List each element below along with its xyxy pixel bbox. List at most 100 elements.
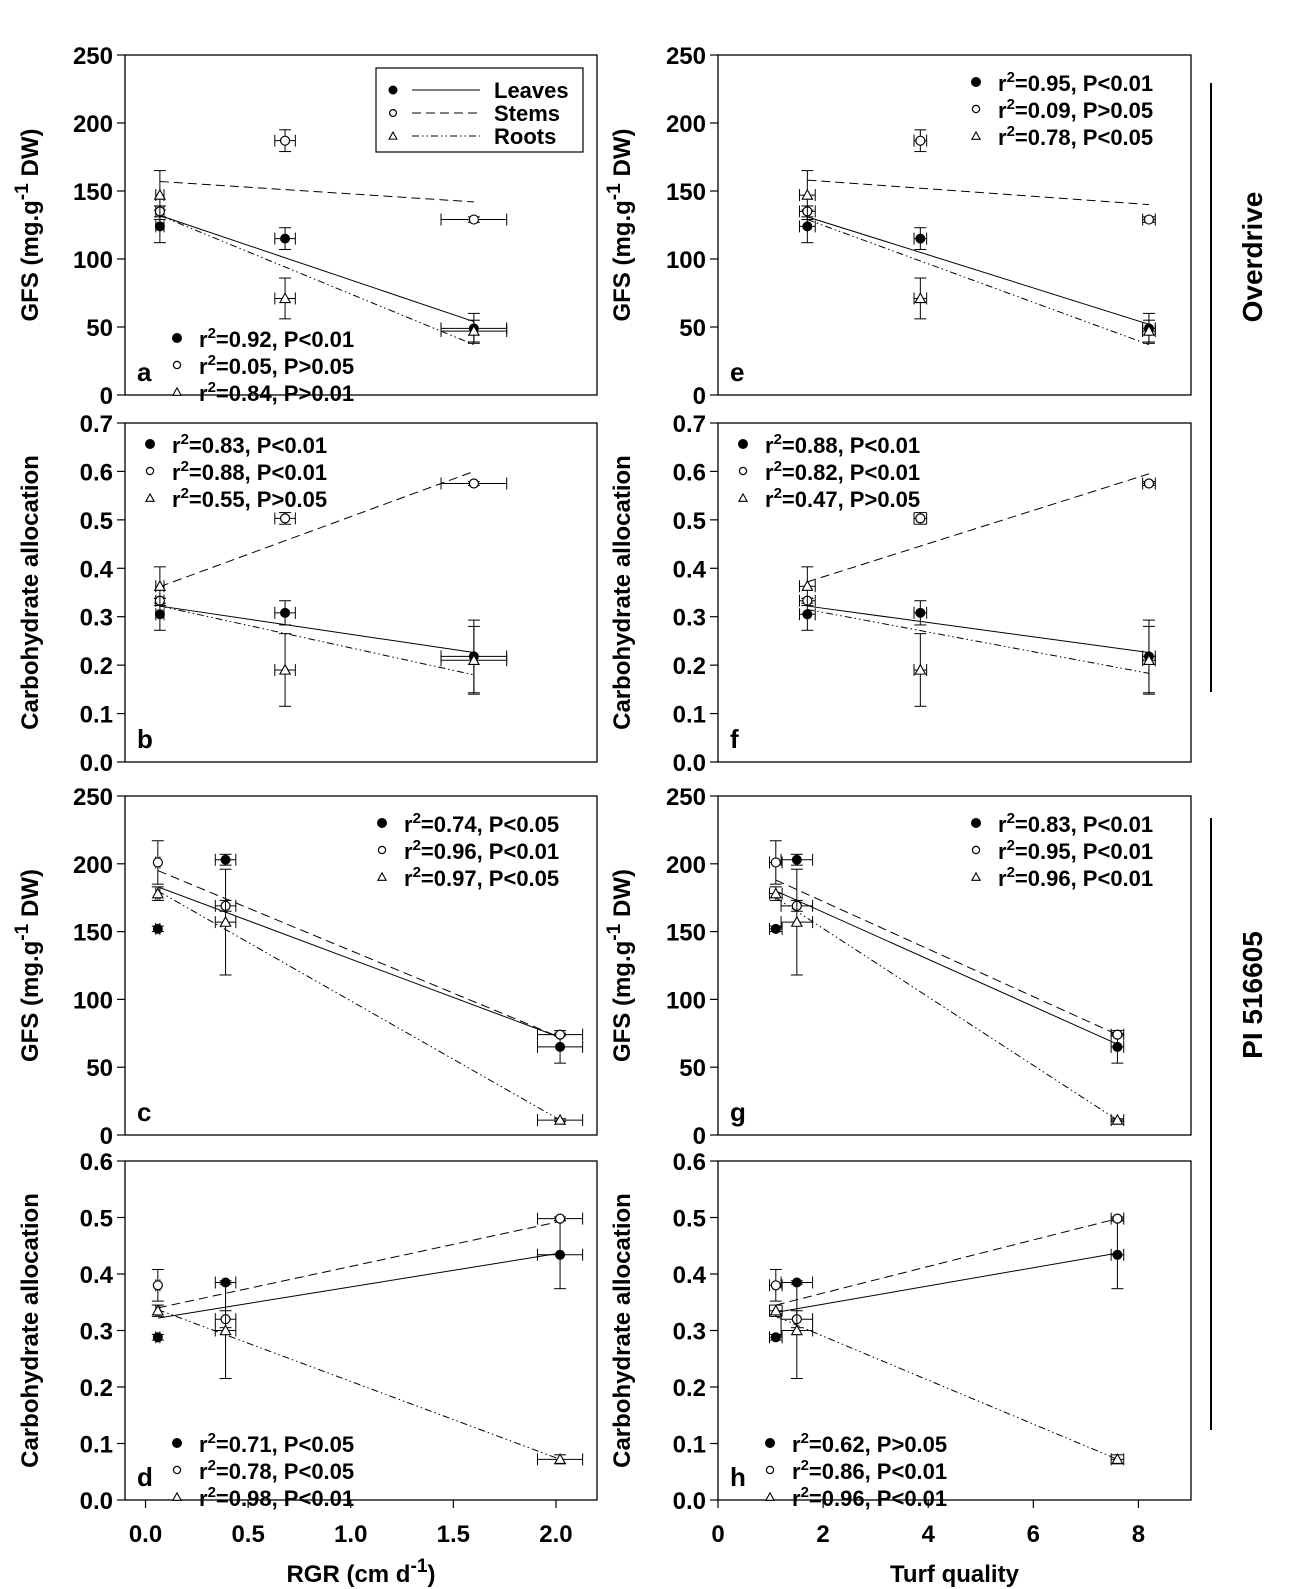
- stat-sup: 2: [801, 1457, 809, 1474]
- y-tick-label: 0.0: [80, 1488, 113, 1515]
- y-tick-label: 150: [73, 179, 113, 206]
- marker-open-triangle: [153, 579, 166, 591]
- marker-open-triangle: [769, 1304, 782, 1316]
- x-axis-title-end: ): [428, 1561, 436, 1588]
- stat-label: r2=0.95, P<0.01: [998, 837, 1153, 864]
- y-axis-title-main: Carbohydrate allocation: [17, 455, 44, 730]
- panel-letter: f: [730, 724, 739, 754]
- stat-sup: 2: [1007, 96, 1015, 113]
- y-tick-label: 0.1: [80, 702, 113, 729]
- y-tick-label: 0.4: [80, 1262, 114, 1289]
- y-tick-label: 0.0: [673, 1488, 706, 1515]
- stat-value: =0.62, P>0.05: [809, 1432, 947, 1457]
- y-axis-title: Carbohydrate allocation: [17, 455, 44, 730]
- x-axis-title-main: Turf quality: [890, 1561, 1020, 1588]
- marker-open-circle: [279, 513, 291, 524]
- marker-filled-circle: [145, 439, 155, 449]
- series-stems: [151, 1212, 584, 1329]
- stat-r: r: [199, 327, 208, 352]
- marker-open-circle: [765, 1465, 775, 1475]
- marker-open-circle: [145, 466, 155, 476]
- marker-open-triangle: [801, 188, 814, 200]
- plot-frame: [124, 1160, 598, 1501]
- panel-letter: c: [137, 1097, 151, 1127]
- stat-sup: 2: [181, 485, 189, 502]
- marker-open-triangle: [278, 292, 292, 304]
- marker-open-circle: [1143, 214, 1155, 225]
- panel-f: 0.0 0.1 0.2 0.3 0.4 0.5 0.6 0.7 Carbohydrate all…: [609, 411, 1192, 777]
- panel-d: 0.0 0.1 0.2 0.3 0.4 0.5 0.6 Carbohydrate alloca…: [17, 1149, 598, 1588]
- y-axis-title: GFS (mg.g-1 DW): [604, 869, 636, 1062]
- stat-sup: 2: [413, 837, 421, 854]
- stat-r: r: [172, 487, 181, 512]
- stat-value: =0.71, P<0.05: [216, 1432, 354, 1457]
- marker-open-triangle: [801, 579, 814, 591]
- marker-open-circle: [1112, 1029, 1123, 1040]
- y-tick-label: 50: [86, 1055, 113, 1082]
- series-leaves: [151, 853, 584, 1064]
- stat-r: r: [172, 433, 181, 458]
- y-tick-label: 250: [666, 43, 706, 70]
- marker-filled-circle: [172, 333, 182, 343]
- y-tick-label: 0.2: [80, 1375, 113, 1402]
- y-axis-title: GFS (mg.g-1 DW): [604, 128, 636, 321]
- fit-line-roots: [157, 890, 561, 1121]
- stat-label: r2=0.96, P<0.01: [998, 864, 1153, 891]
- stat-r: r: [998, 71, 1007, 96]
- stat-value: =0.97, P<0.05: [421, 866, 559, 891]
- stat-value: =0.09, P>0.05: [1015, 98, 1153, 123]
- y-tick-label: 250: [73, 784, 113, 811]
- stat-label: r2=0.88, P<0.01: [172, 458, 327, 485]
- y-tick-label: 0.0: [673, 750, 706, 777]
- y-tick-label: 0.0: [80, 750, 113, 777]
- marker-filled-circle: [1112, 1249, 1123, 1260]
- stat-value: =0.88, P<0.01: [782, 433, 920, 458]
- y-tick-label: 0.5: [673, 508, 706, 535]
- fit-line-stems: [157, 1220, 561, 1309]
- marker-open-triangle: [769, 887, 782, 899]
- panel-letter: h: [730, 1462, 746, 1492]
- marker-filled-circle: [555, 1249, 566, 1260]
- y-tick-label: 0: [693, 1123, 706, 1150]
- fit-line-stems: [807, 473, 1150, 583]
- marker-open-triangle: [388, 130, 398, 140]
- y-axis-title-main: GFS (mg.g: [17, 200, 44, 321]
- stat-sup: 2: [774, 485, 782, 502]
- y-tick-label: 0.1: [80, 1432, 113, 1459]
- stat-label: r2=0.71, P<0.05: [199, 1430, 354, 1457]
- y-axis-title: Carbohydrate allocation: [609, 1193, 636, 1468]
- y-tick-label: 0.6: [673, 1149, 706, 1176]
- stat-r: r: [404, 839, 413, 864]
- marker-open-triangle: [278, 663, 292, 675]
- series-roots: [769, 1281, 1125, 1466]
- stat-r: r: [765, 487, 774, 512]
- marker-filled-circle: [971, 818, 981, 828]
- series-leaves: [153, 209, 508, 344]
- x-tick-label: 8: [1132, 1521, 1145, 1548]
- stat-r: r: [404, 812, 413, 837]
- y-tick-label: 50: [679, 1055, 706, 1082]
- y-axis-title-sup: -1: [604, 923, 625, 940]
- y-tick-label: 0.5: [80, 508, 113, 535]
- series-leaves: [798, 597, 1156, 694]
- stat-r: r: [998, 812, 1007, 837]
- marker-open-circle: [152, 857, 163, 868]
- y-tick-label: 150: [73, 920, 113, 947]
- y-tick-label: 100: [666, 987, 706, 1014]
- series-leaves: [153, 597, 508, 694]
- stat-sup: 2: [801, 1430, 809, 1447]
- y-tick-label: 200: [73, 111, 113, 138]
- plot-frame: [124, 54, 598, 396]
- marker-filled-circle: [791, 854, 802, 865]
- marker-open-triangle: [171, 386, 183, 396]
- fit-line-leaves: [157, 886, 561, 1038]
- marker-filled-circle: [377, 818, 387, 828]
- y-tick-label: 200: [73, 852, 113, 879]
- x-tick-label: 4: [922, 1521, 936, 1548]
- stat-sup: 2: [774, 458, 782, 475]
- stat-value: =0.47, P>0.05: [782, 487, 920, 512]
- y-axis-title-end: DW): [17, 869, 44, 924]
- plot-frame: [717, 795, 1192, 1136]
- legend-label: Stems: [494, 101, 560, 126]
